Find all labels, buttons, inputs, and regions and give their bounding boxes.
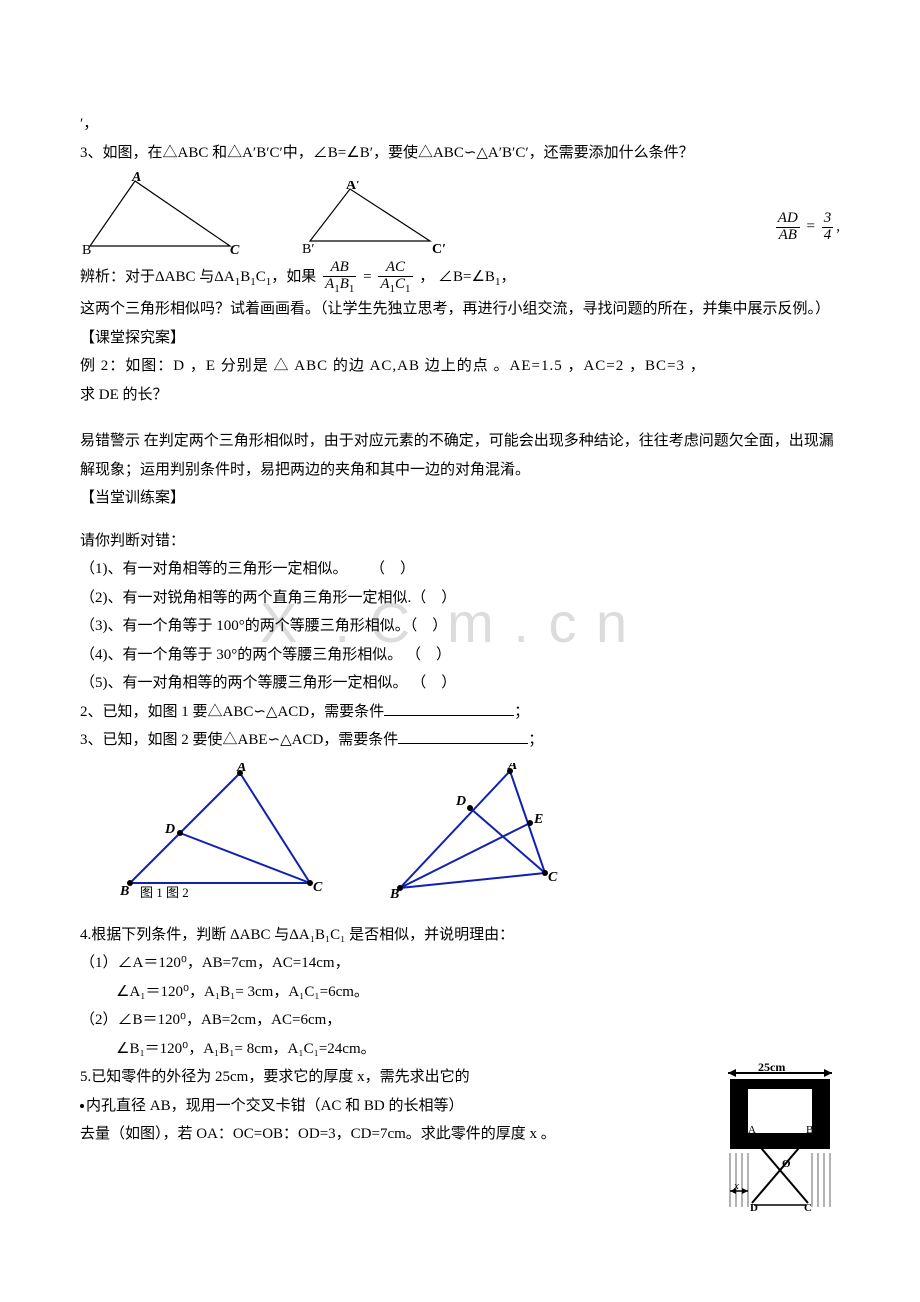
svg-text:A: A <box>748 1124 756 1136</box>
top-fragment: ′， <box>80 110 840 139</box>
discrimination-line2: 这两个三角形相似吗？试着画画看。（让学生先独立思考，再进行小组交流，寻找问题的所… <box>80 295 840 324</box>
svg-text:A: A <box>507 763 517 773</box>
section-practice: 【当堂训练案】 <box>80 484 840 513</box>
warning-text: 易错警示 在判定两个三角形相似时，由于对应元素的不确定，可能会出现多种结论，往往… <box>80 427 840 484</box>
svg-text:D: D <box>750 1202 758 1213</box>
judge-3: （3)、有一个角等于 100°的两个等腰三角形相似。（ ） <box>80 612 840 641</box>
svg-text:B: B <box>390 887 399 902</box>
svg-text:B: B <box>82 243 91 256</box>
judge-1: （1)、有一对角相等的三角形一定相似。 （ ） <box>80 555 840 584</box>
right-side-equation: ADAB = 34, <box>773 211 840 244</box>
svg-text:图 1 图 2: 图 1 图 2 <box>140 885 189 900</box>
svg-text:O: O <box>782 1158 791 1170</box>
judge-2: （2)、有一对锐角相等的两个直角三角形一定相似.（ ） <box>80 584 840 613</box>
svg-text:A′: A′ <box>346 181 360 193</box>
q4-2b: ∠B₁＝120⁰，A₁B₁= 8cm，A₁C₁=24cm。 <box>80 1035 840 1064</box>
example-2-line-b: 求 DE 的长？ <box>80 381 840 410</box>
q4-heading: 4.根据下列条件，判断 ΔABC 与ΔA₁B₁C₁ 是否相似，并说明理由： <box>80 921 840 950</box>
q4-2a: （2）∠B＝120⁰，AB=2cm，AC=6cm， <box>80 1006 840 1035</box>
svg-text:D: D <box>455 794 466 809</box>
fill-blank-2: 2、已知，如图 1 要△ABC∽△ACD，需要条件； <box>80 698 840 727</box>
judge-5: （5)、有一对角相等的两个等腰三角形一定相似。 （ ） <box>80 669 840 698</box>
svg-text:x: x <box>733 1180 739 1192</box>
triangle-a1b1c1: A′ B′ C′ <box>300 181 460 256</box>
svg-text:C: C <box>230 243 240 256</box>
q4-1a: （1）∠A＝120⁰，AB=7cm，AC=14cm， <box>80 949 840 978</box>
figures-1-2-row: A B C D 图 1 图 2 A B C D E <box>110 763 840 903</box>
caliper-figure: 25cm A B O x D C <box>720 1063 840 1224</box>
triangle-abc: A B C <box>80 171 250 256</box>
svg-text:E: E <box>533 812 543 827</box>
q4-1b: ∠A₁＝120⁰，A₁B₁= 3cm，A₁C₁=6cm。 <box>80 978 840 1007</box>
figure-1-triangle: A B C D 图 1 图 2 <box>110 763 330 903</box>
svg-text:C: C <box>313 880 323 895</box>
svg-text:C: C <box>804 1202 812 1213</box>
svg-text:A: A <box>131 171 141 185</box>
svg-text:B: B <box>119 884 129 899</box>
svg-text:C: C <box>548 870 558 885</box>
svg-text:25cm: 25cm <box>758 1063 785 1074</box>
question-3: 3、如图，在△ABC 和△A′B′C′中，∠B=∠B′，要使△ABC∽△A′B′… <box>80 139 840 168</box>
svg-text:D: D <box>164 822 175 837</box>
section-inquiry: 【课堂探究案】 <box>80 324 840 353</box>
judge-4: （4)、有一个角等于 30°的两个等腰三角形相似。 （ ） <box>80 641 840 670</box>
example-2-line-a: 例 2：如图：D ，E 分别是 △ ABC 的边 AC,AB 边上的点 。AE=… <box>80 352 840 381</box>
judge-heading: 请你判断对错： <box>80 527 840 556</box>
discrimination-line1: 辨析：对于ΔABC 与ΔA1B1C1，如果 AB A1B1 = AC A1C1 … <box>80 260 840 295</box>
figure-2-triangle: A B C D E <box>390 763 590 903</box>
triangle-figures-row: A B C A′ B′ C′ ADAB = 34, <box>80 171 840 256</box>
fill-blank-3: 3、已知，如图 2 要使△ABE∽△ACD，需要条件； <box>80 726 840 755</box>
svg-text:B: B <box>806 1124 813 1136</box>
svg-text:C′: C′ <box>432 242 446 256</box>
svg-text:B′: B′ <box>302 242 314 256</box>
svg-text:A: A <box>236 763 246 775</box>
